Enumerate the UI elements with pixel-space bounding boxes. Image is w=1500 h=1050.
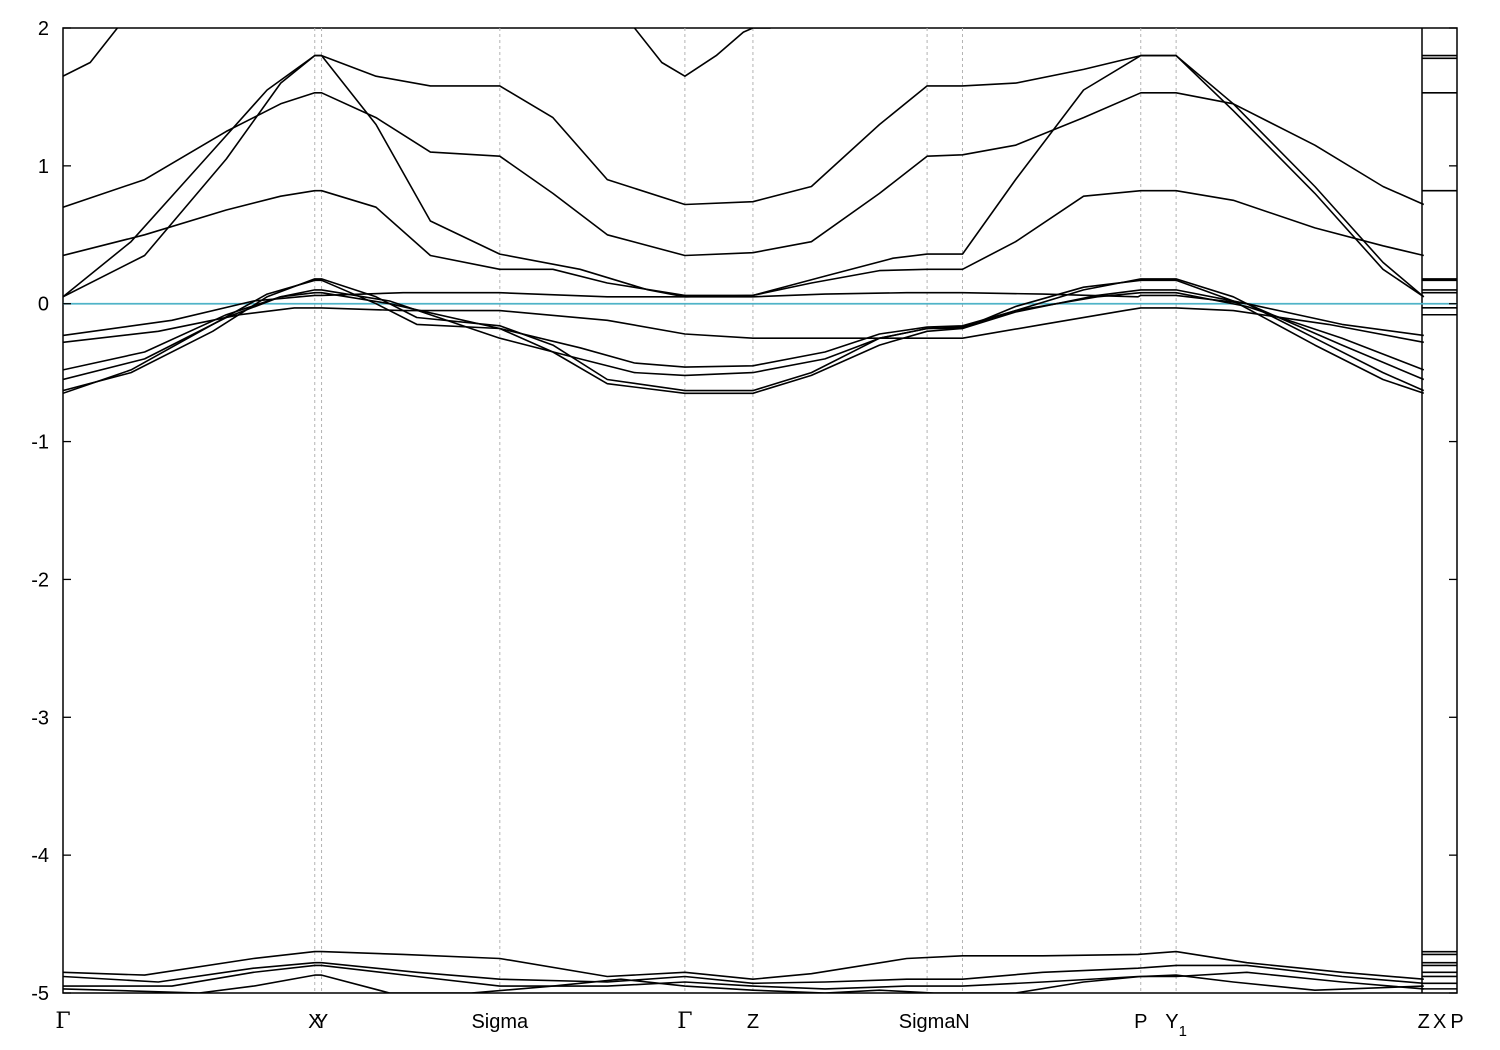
x-tick-label: P [1450, 1011, 1463, 1033]
band-line [63, 289, 1425, 381]
band-line [63, 189, 1424, 297]
x-tick-label: P [1134, 1011, 1147, 1033]
y-tick-label: 2 [38, 18, 49, 40]
band-line [633, 28, 771, 77]
x-tick-label: N [955, 1011, 969, 1033]
y-tick-label: -5 [31, 983, 49, 1005]
x-tick-label: Y [315, 1011, 328, 1033]
band-line [63, 950, 1424, 980]
y-tick-label: -2 [31, 569, 49, 591]
band-line [63, 28, 119, 77]
x-tick-label: X [1433, 1011, 1446, 1033]
x-tick-label: Sigma [471, 1011, 529, 1033]
y-tick-label: -3 [31, 707, 49, 729]
y-tick-label: -4 [31, 845, 49, 867]
x-tick-label: Γ [677, 1009, 692, 1034]
y-axis-ticks: 2 1 0 -1 -2 -3 -4 -5 [31, 18, 1457, 1005]
y-tick-label: 1 [38, 156, 49, 178]
band-line [63, 54, 1425, 298]
x-tick-label: Sigma [899, 1011, 957, 1033]
side-panel [1422, 54, 1457, 990]
y-tick-label: -1 [31, 432, 49, 454]
x-axis-labels: Γ XY Sigma Γ Z Sigma N P Y1 Z X P [55, 1009, 1463, 1040]
grid-lines [314, 28, 1423, 993]
y-tick-label: 0 [38, 294, 49, 316]
x-tick-label: Y1 [1165, 1011, 1187, 1040]
band-lines [63, 28, 1425, 993]
x-tick-label: X [308, 1011, 321, 1033]
plot-frame [62, 27, 1458, 994]
band-line [63, 961, 1424, 985]
x-tick-label: Z [1418, 1011, 1430, 1033]
band-line [63, 307, 1424, 344]
band-line [63, 279, 1425, 395]
band-line [63, 291, 1424, 337]
band-line [63, 278, 1425, 392]
band-line [63, 291, 1425, 371]
band-line [63, 964, 1424, 990]
x-tick-label: Γ [55, 1009, 70, 1034]
band-line [63, 974, 1424, 993]
band-line [63, 92, 1425, 257]
x-tick-label: Z [747, 1011, 759, 1033]
